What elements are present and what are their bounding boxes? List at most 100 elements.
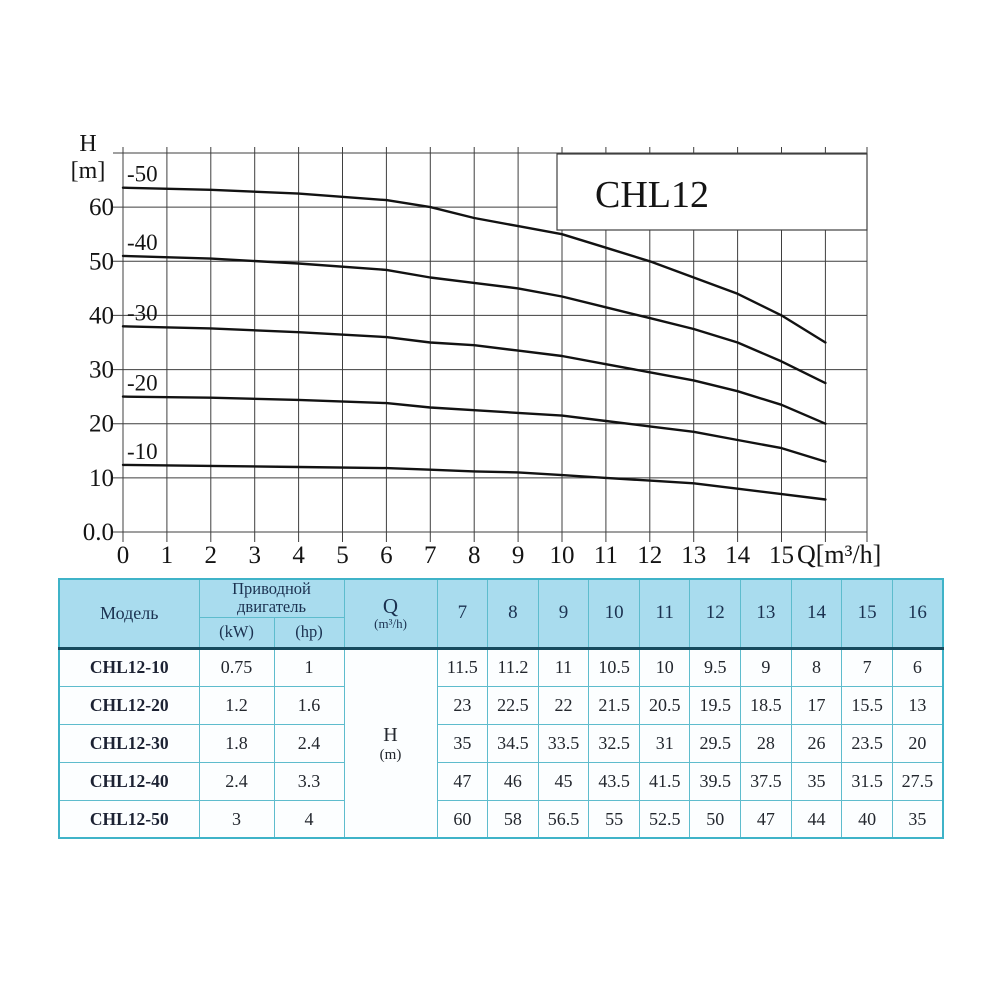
model-cell: CHL12-50 bbox=[58, 799, 200, 839]
curve-10 bbox=[121, 463, 827, 501]
h-value-cell: 9 bbox=[740, 647, 792, 687]
h-value-cell: 35 bbox=[790, 761, 843, 801]
flow-col-header-14: 14 bbox=[790, 578, 843, 650]
hp-cell: 4 bbox=[273, 799, 345, 839]
y-axis-title-line2: [m] bbox=[71, 158, 106, 184]
h-value-cell: 7 bbox=[841, 647, 893, 687]
h-value-cell: 22 bbox=[537, 685, 590, 725]
h-value-cell: 32.5 bbox=[588, 723, 640, 763]
hp-column-header: (hp) bbox=[273, 616, 345, 650]
h-value-cell: 60 bbox=[436, 799, 489, 839]
flow-col-header-11: 11 bbox=[638, 578, 691, 650]
h-value-cell: 33.5 bbox=[537, 723, 590, 763]
hp-cell: 1.6 bbox=[273, 685, 345, 725]
x-tick-label: 0 bbox=[117, 542, 130, 569]
table-row-CHL12-40: CHL12-40 2.4 3.3 47 46 45 43.5 41.5 39.5 37.5 35 31… bbox=[58, 761, 944, 801]
curve-30 bbox=[121, 325, 827, 425]
y-tick-label: 30 bbox=[89, 357, 114, 384]
h-value-cell: 35 bbox=[436, 723, 489, 763]
flow-col-header-8: 8 bbox=[487, 578, 539, 650]
h-value-cell: 39.5 bbox=[689, 761, 742, 801]
x-tick-label: 9 bbox=[512, 542, 525, 569]
table-row-CHL12-50: CHL12-50 3 4 60 58 56.5 55 52.5 50 47 44 40 35 bbox=[58, 799, 944, 839]
flow-col-header-16: 16 bbox=[891, 578, 944, 650]
x-tick-label: 3 bbox=[248, 542, 261, 569]
x-tick-label: 7 bbox=[424, 542, 437, 569]
table-row-CHL12-20: CHL12-20 1.2 1.6 23 22.5 22 21.5 20.5 19.5 18.5 17… bbox=[58, 685, 944, 725]
h-value-cell: 35 bbox=[891, 799, 944, 839]
h-value-cell: 56.5 bbox=[537, 799, 590, 839]
h-value-cell: 52.5 bbox=[638, 799, 691, 839]
x-tick-label: 2 bbox=[205, 542, 218, 569]
model-cell: CHL12-30 bbox=[58, 723, 200, 763]
curve-label-10: -10 bbox=[127, 439, 158, 464]
h-value-cell: 29.5 bbox=[689, 723, 742, 763]
y-tick-label: 20 bbox=[89, 411, 114, 438]
table-row-CHL12-10: CHL12-10 0.75 1 H (m) 11.5 11.2 11 10.5 10 9.5 9 8 7 6 bbox=[58, 647, 944, 839]
pump-curves-chart: -50-40-30-20-10 0 1 2 3 4 5 6 7 8 9 10 11 12 13 14 150.… bbox=[71, 131, 882, 569]
kw-cell: 1.2 bbox=[198, 685, 275, 725]
x-tick-label: 13 bbox=[681, 542, 706, 569]
hp-cell: 1 bbox=[273, 647, 345, 687]
flow-col-header-9: 9 bbox=[537, 578, 590, 650]
h-value-cell: 27.5 bbox=[891, 761, 944, 801]
curve-label-20: -20 bbox=[127, 371, 158, 396]
h-value-cell: 47 bbox=[740, 799, 792, 839]
curve-40 bbox=[121, 254, 827, 385]
h-value-cell: 44 bbox=[790, 799, 843, 839]
y-tick-label: 10 bbox=[89, 465, 114, 492]
y-axis-title-line1: H bbox=[79, 131, 96, 157]
h-value-cell: 43.5 bbox=[588, 761, 640, 801]
kw-cell: 2.4 bbox=[198, 761, 275, 801]
y-tick-label: 60 bbox=[89, 194, 114, 221]
model-cell: CHL12-20 bbox=[58, 685, 200, 725]
h-value-cell: 23.5 bbox=[841, 723, 893, 763]
x-tick-label: 8 bbox=[468, 542, 481, 569]
flow-col-header-15: 15 bbox=[841, 578, 893, 650]
h-value-cell: 31.5 bbox=[841, 761, 893, 801]
h-value-cell: 13 bbox=[891, 685, 944, 725]
motor-column-header: Приводной двигатель bbox=[198, 578, 345, 618]
flow-col-header-13: 13 bbox=[740, 578, 792, 650]
h-value-cell: 20 bbox=[891, 723, 944, 763]
h-value-cell: 9.5 bbox=[689, 647, 742, 687]
h-value-cell: 47 bbox=[436, 761, 489, 801]
q-label: Q bbox=[382, 593, 399, 618]
curve-20 bbox=[121, 395, 827, 463]
h-value-cell: 18.5 bbox=[740, 685, 792, 725]
model-cell: CHL12-10 bbox=[58, 647, 200, 687]
x-tick-label: 14 bbox=[725, 542, 751, 569]
x-axis-title: Q[m³/h] bbox=[797, 540, 881, 569]
x-tick-label: 11 bbox=[594, 542, 618, 569]
kw-cell: 3 bbox=[198, 799, 275, 839]
x-tick-label: 12 bbox=[637, 542, 662, 569]
h-value-cell: 58 bbox=[487, 799, 539, 839]
hp-cell: 3.3 bbox=[273, 761, 345, 801]
h-value-cell: 21.5 bbox=[588, 685, 640, 725]
curve-label-40: -40 bbox=[127, 230, 158, 255]
x-tick-label: 5 bbox=[336, 542, 349, 569]
h-value-cell: 22.5 bbox=[487, 685, 539, 725]
x-tick-label: 6 bbox=[380, 542, 393, 569]
h-value-cell: 26 bbox=[790, 723, 843, 763]
flow-col-header-10: 10 bbox=[588, 578, 640, 650]
chart-curves bbox=[121, 186, 827, 501]
curve-label-50: -50 bbox=[127, 162, 158, 187]
model-cell: CHL12-40 bbox=[58, 761, 200, 801]
x-tick-label: 10 bbox=[550, 542, 575, 569]
hp-cell: 2.4 bbox=[273, 723, 345, 763]
h-value-cell: 50 bbox=[689, 799, 742, 839]
flow-col-header-7: 7 bbox=[436, 578, 489, 650]
y-tick-label: 0.0 bbox=[83, 519, 114, 546]
h-value-cell: 19.5 bbox=[689, 685, 742, 725]
curve-labels: -50 -40 -30 -20 -10 bbox=[127, 162, 158, 464]
head-unit-cell: H (m) bbox=[343, 647, 438, 839]
h-value-cell: 23 bbox=[436, 685, 489, 725]
h-value-cell: 6 bbox=[891, 647, 944, 687]
model-column-header: Модель bbox=[58, 578, 200, 650]
h-value-cell: 11 bbox=[537, 647, 590, 687]
h-unit: (m) bbox=[379, 746, 402, 763]
